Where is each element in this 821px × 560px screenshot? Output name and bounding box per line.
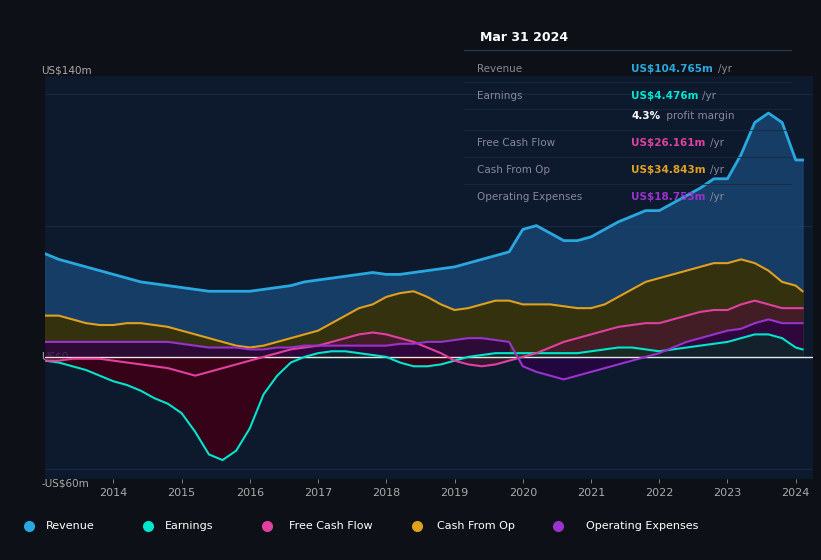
- Text: Free Cash Flow: Free Cash Flow: [290, 521, 373, 531]
- Text: Earnings: Earnings: [165, 521, 213, 531]
- Text: /yr: /yr: [710, 165, 724, 175]
- Text: Revenue: Revenue: [46, 521, 95, 531]
- Text: Earnings: Earnings: [477, 91, 522, 101]
- Text: Cash From Op: Cash From Op: [477, 165, 550, 175]
- Text: US$18.753m: US$18.753m: [631, 192, 706, 202]
- Text: US$140m: US$140m: [41, 66, 92, 76]
- Text: US$34.843m: US$34.843m: [631, 165, 706, 175]
- Text: Free Cash Flow: Free Cash Flow: [477, 138, 555, 148]
- Text: US$4.476m: US$4.476m: [631, 91, 699, 101]
- Text: -US$60m: -US$60m: [41, 479, 89, 489]
- Text: profit margin: profit margin: [663, 111, 734, 122]
- Text: Revenue: Revenue: [477, 64, 522, 73]
- Text: US$104.765m: US$104.765m: [631, 64, 713, 73]
- Text: /yr: /yr: [702, 91, 716, 101]
- Text: 4.3%: 4.3%: [631, 111, 660, 122]
- Text: /yr: /yr: [710, 192, 724, 202]
- Text: Mar 31 2024: Mar 31 2024: [480, 31, 568, 44]
- Text: US$0: US$0: [41, 352, 69, 362]
- Text: /yr: /yr: [718, 64, 732, 73]
- Text: /yr: /yr: [710, 138, 724, 148]
- Text: Operating Expenses: Operating Expenses: [477, 192, 582, 202]
- Text: Operating Expenses: Operating Expenses: [586, 521, 699, 531]
- Text: US$26.161m: US$26.161m: [631, 138, 706, 148]
- Text: Cash From Op: Cash From Op: [437, 521, 515, 531]
